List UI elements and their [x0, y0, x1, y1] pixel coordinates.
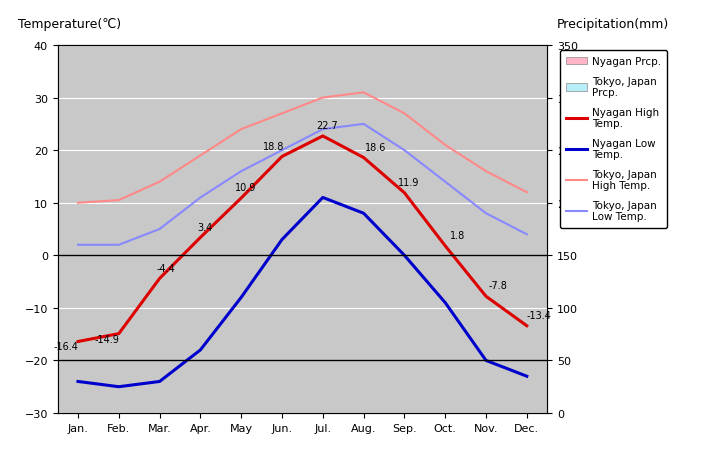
Text: 22.7: 22.7 [316, 121, 338, 131]
Text: Precipitation(mm): Precipitation(mm) [557, 18, 670, 31]
Bar [61, 358, 95, 413]
Bar [346, 237, 381, 413]
Text: Temperature(℃): Temperature(℃) [19, 18, 122, 31]
Bar [265, 342, 299, 413]
Text: 11.9: 11.9 [397, 178, 419, 187]
Bar [428, 368, 462, 413]
Bar [306, 336, 340, 413]
Bar [184, 389, 217, 413]
Bar [224, 269, 258, 413]
Text: 3.4: 3.4 [197, 222, 212, 232]
Bar [306, 252, 340, 413]
Text: -13.4: -13.4 [526, 310, 552, 320]
Text: -16.4: -16.4 [53, 341, 78, 352]
Bar [428, 207, 462, 413]
Bar [143, 390, 176, 413]
Text: 1.8: 1.8 [450, 230, 465, 241]
Bar [184, 283, 217, 413]
Bar [346, 344, 381, 413]
Bar [102, 390, 136, 413]
Text: 18.8: 18.8 [263, 141, 284, 151]
Bar [510, 359, 544, 413]
Bar [510, 384, 544, 413]
Bar [469, 317, 503, 413]
Text: -4.4: -4.4 [156, 263, 175, 273]
Bar [224, 373, 258, 413]
Text: 18.6: 18.6 [365, 142, 387, 152]
Legend: Nyagan Prcp., Tokyo, Japan
Prcp., Nyagan High
Temp., Nyagan Low
Temp., Tokyo, Ja: Nyagan Prcp., Tokyo, Japan Prcp., Nyagan… [559, 51, 667, 228]
Text: -14.9: -14.9 [94, 334, 119, 344]
Bar [387, 364, 421, 413]
Bar [469, 372, 503, 413]
Bar [265, 237, 299, 413]
Bar [143, 291, 176, 413]
Bar [387, 194, 421, 413]
Bar [61, 385, 95, 413]
Text: 10.9: 10.9 [235, 183, 256, 193]
Text: -7.8: -7.8 [489, 281, 508, 291]
Bar [102, 354, 136, 413]
